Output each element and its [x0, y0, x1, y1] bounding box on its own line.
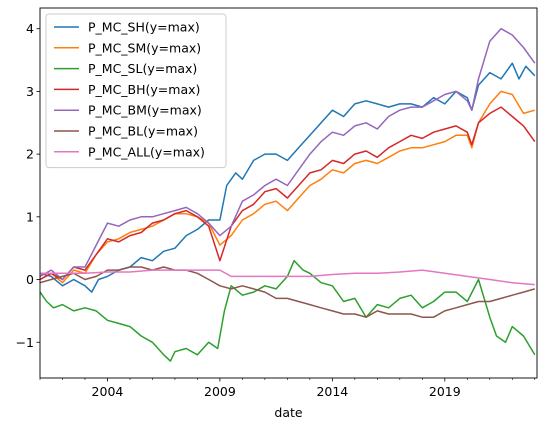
y-axis: −1 0 1 2 3 4 [16, 21, 40, 350]
y-tick-label: 1 [26, 209, 34, 224]
series-lines [39, 27, 536, 362]
y-tick-label: 0 [26, 272, 34, 287]
legend-label: P_MC_SM(y=max) [88, 40, 201, 55]
series-line-3 [39, 259, 536, 362]
series-line-6 [39, 266, 536, 318]
legend-label: P_MC_ALL(y=max) [88, 144, 205, 159]
x-tick-label: 2004 [92, 384, 124, 399]
y-tick-label: 2 [26, 147, 34, 162]
legend-box [45, 13, 227, 169]
legend-label: P_MC_SH(y=max) [88, 20, 200, 35]
plot-frame [39, 7, 538, 379]
legend-label: P_MC_SL(y=max) [88, 61, 197, 76]
y-tick-label: 3 [26, 84, 34, 99]
series-line-2 [39, 90, 536, 284]
legend-label: P_MC_BH(y=max) [88, 82, 200, 97]
x-tick-label: 2014 [316, 384, 348, 399]
series-line-4 [39, 106, 536, 281]
legend-label: P_MC_BM(y=max) [88, 103, 202, 118]
series-line-7 [40, 269, 535, 286]
series-line-5 [39, 27, 536, 281]
legend-label: P_MC_BL(y=max) [88, 124, 198, 139]
x-axis: 2004 2009 2014 2019 [39, 378, 536, 399]
y-tick-label: −1 [16, 335, 34, 350]
x-tick-label: 2019 [429, 384, 461, 399]
x-axis-label: date [274, 405, 302, 420]
x-tick-label: 2009 [204, 384, 236, 399]
y-tick-label: 4 [26, 21, 34, 36]
legend: P_MC_SH(y=max) P_MC_SM(y=max) P_MC_SL(y=ma… [45, 13, 227, 169]
